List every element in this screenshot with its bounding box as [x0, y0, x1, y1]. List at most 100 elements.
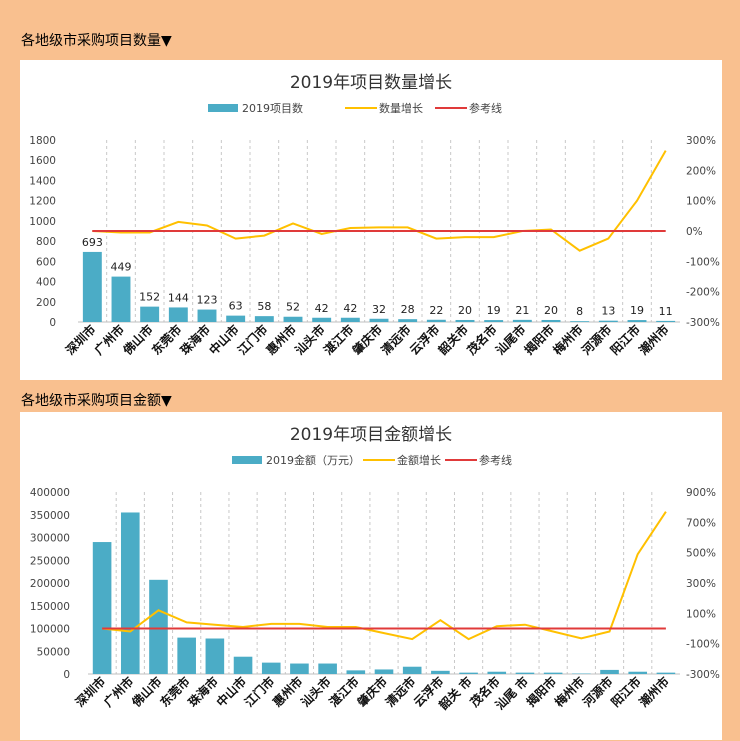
legend-swatch-bar [232, 456, 262, 464]
category-label: 清远市 [382, 674, 418, 710]
bar [459, 672, 478, 674]
category-label: 汕尾市 [492, 322, 528, 358]
category-label: 阳江市 [608, 674, 644, 710]
bar [111, 276, 131, 322]
category-label: 惠州市 [263, 322, 299, 358]
bar [541, 319, 561, 322]
chart-panel-amount: 2019年项目金额增长 2019金额（万元） 金额增长 参考线 0 50000 100000… [20, 412, 722, 740]
category-label: 河源市 [578, 322, 615, 359]
bar [290, 663, 309, 674]
y-left-tick-label: 0 [49, 317, 56, 329]
category-label: 佛山市 [128, 674, 165, 711]
category-label: 广州市 [100, 674, 136, 710]
legend-label: 参考线 [469, 101, 502, 115]
data-label: 19 [487, 304, 501, 317]
category-label: 江门市 [241, 674, 277, 710]
y-right-tick-label: -200% [686, 287, 720, 299]
y-left-tick-label: 250000 [30, 555, 70, 567]
category-label: 揭阳市 [523, 674, 559, 710]
bar [346, 670, 366, 674]
y-right-tick-label: 0% [686, 226, 703, 238]
category-label: 梅州市 [551, 674, 587, 710]
section-title-count[interactable]: 各地级市采购项目数量▼ [21, 33, 172, 49]
y-right-tick-label: 300% [686, 135, 716, 147]
data-label: 58 [257, 300, 271, 313]
category-label: 湛江市 [320, 322, 356, 358]
data-label: 449 [111, 261, 132, 274]
data-label: 144 [168, 291, 189, 304]
bar [455, 319, 475, 322]
bar [261, 662, 281, 674]
y-right-tick-label: 500% [686, 548, 716, 560]
data-label: 22 [429, 304, 443, 317]
data-label: 42 [315, 302, 329, 315]
y-right-tick-label: -300% [686, 317, 720, 329]
category-label: 汕头市 [298, 674, 334, 710]
category-label: 潮州市 [636, 674, 672, 710]
y-right-tick-label: 300% [686, 578, 716, 590]
bar [197, 309, 217, 322]
y-right-tick-label: -100% [686, 639, 720, 651]
y-right-tick-label: 100% [686, 196, 716, 208]
y-right-tick-label: 900% [686, 487, 716, 499]
bar [205, 638, 225, 674]
y-left-tick-label: 400000 [30, 487, 70, 499]
category-label: 肇庆市 [354, 674, 390, 710]
bar [168, 307, 188, 322]
y-left-tick-label: 150000 [30, 601, 70, 613]
bar [600, 669, 619, 674]
y-right-tick-label: 700% [686, 517, 716, 529]
category-label: 江门市 [234, 322, 270, 358]
category-label: 阳江市 [607, 322, 643, 358]
bar [512, 319, 532, 322]
y-left-tick-label: 100000 [30, 624, 70, 636]
bar [402, 666, 422, 674]
category-label: 深圳市 [62, 322, 98, 358]
y-left-tick-label: 1200 [29, 196, 56, 208]
category-label: 湛江市 [326, 674, 362, 710]
category-label: 揭阳市 [521, 322, 557, 358]
section-title-amount[interactable]: 各地级市采购项目金额▼ [21, 393, 172, 409]
y-right-tick-label: 100% [686, 608, 716, 620]
bar [318, 663, 337, 674]
bar [628, 671, 648, 674]
bar [312, 317, 332, 322]
category-label: 中山市 [213, 674, 249, 710]
bar [92, 542, 112, 674]
category-label: 茂名市 [464, 322, 500, 358]
data-label: 123 [197, 294, 218, 307]
y-right-tick-label: 200% [686, 165, 716, 177]
series-line [101, 511, 667, 641]
data-label: 28 [401, 303, 415, 316]
bar [598, 320, 618, 322]
data-label: 20 [544, 304, 558, 317]
bar [374, 669, 394, 674]
amount-growth-chart: 2019年项目金额增长 2019金额（万元） 金额增长 参考线 0 50000 100000… [30, 425, 720, 713]
y-left-tick-label: 0 [63, 669, 70, 681]
y-left-tick-label: 1400 [29, 175, 56, 187]
data-label: 52 [286, 301, 300, 314]
data-label: 21 [515, 304, 529, 317]
y-left-tick-label: 400 [36, 277, 56, 289]
y-left-tick-label: 50000 [37, 646, 70, 658]
y-left-tick-label: 1600 [29, 155, 56, 167]
y-left-tick-label: 1000 [29, 216, 56, 228]
bar [140, 306, 160, 322]
category-label: 惠州市 [269, 674, 305, 710]
bar [515, 672, 535, 674]
bar [120, 512, 140, 674]
bar [233, 656, 253, 674]
category-label: 梅州市 [550, 322, 586, 358]
bar [431, 670, 450, 674]
legend-swatch-bar [208, 104, 238, 112]
bar [369, 318, 389, 322]
y-left-tick-label: 600 [36, 256, 56, 268]
bar [226, 315, 246, 322]
category-label: 韶关市 [435, 322, 471, 358]
data-label: 32 [372, 303, 386, 316]
bar [487, 671, 507, 674]
category-label: 佛山市 [119, 322, 156, 359]
data-label: 63 [229, 300, 243, 313]
category-label: 东莞市 [148, 322, 184, 358]
y-left-tick-label: 800 [36, 236, 56, 248]
